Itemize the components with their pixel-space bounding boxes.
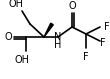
Polygon shape bbox=[44, 23, 53, 37]
Text: H: H bbox=[54, 40, 62, 50]
Text: O: O bbox=[4, 32, 12, 42]
Text: OH: OH bbox=[8, 0, 24, 9]
Text: N: N bbox=[54, 32, 62, 42]
Text: OH: OH bbox=[15, 55, 29, 65]
Text: O: O bbox=[68, 1, 76, 11]
Text: F: F bbox=[104, 22, 110, 32]
Text: F: F bbox=[83, 52, 89, 62]
Text: F: F bbox=[100, 38, 106, 48]
